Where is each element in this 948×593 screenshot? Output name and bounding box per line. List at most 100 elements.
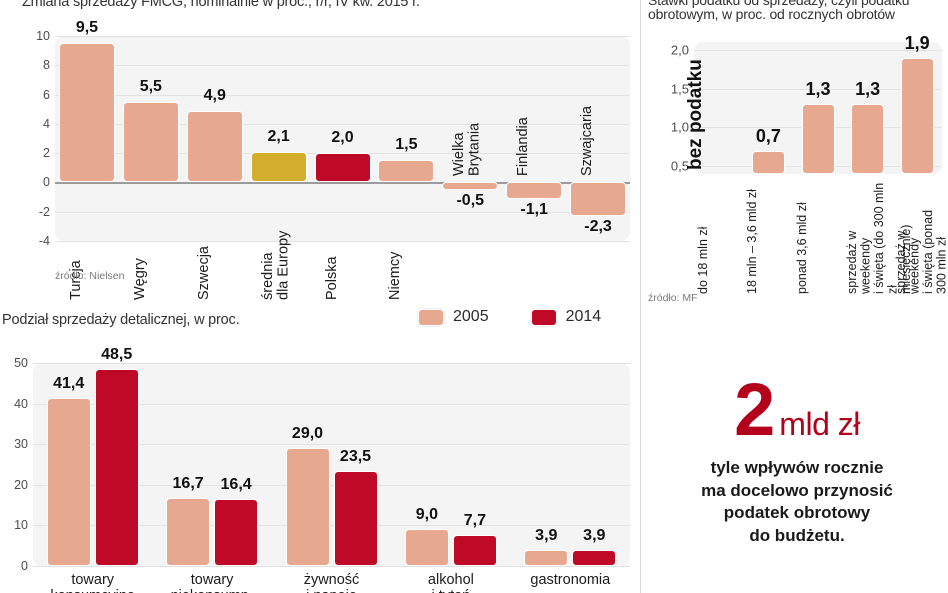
category-label: gastronomia: [530, 572, 611, 588]
bar-value-label: -1,1: [520, 200, 548, 218]
y-axis-tick: 2,0: [670, 42, 689, 58]
bar: [751, 150, 785, 174]
bar-value-label: 9,0: [415, 506, 439, 524]
top-chart-title: Zmiana sprzedaży FMCG, nominalnie w proc…: [22, 0, 420, 10]
legend-item-2014: 2014: [530, 308, 602, 326]
bar: [900, 57, 934, 174]
bar: [333, 470, 378, 566]
gridline: [694, 88, 942, 90]
y-axis-tick: 50: [14, 356, 28, 370]
category-label: Szwajcaria: [579, 106, 596, 177]
y-axis-tick: 1,0: [670, 119, 689, 135]
bar-value-label: 5,5: [139, 77, 162, 95]
gridline: [55, 211, 630, 213]
left-column: Zmiana sprzedaży FMCG, nominalnie w proc…: [2, 0, 630, 593]
top-chart-source: źródło: Nielsen: [55, 270, 125, 282]
gridline: [55, 36, 630, 37]
bar: [404, 529, 449, 566]
category-label: średnia dla Europy: [259, 231, 292, 301]
bar-value-label: 41,4: [53, 374, 85, 392]
bar: [442, 182, 499, 190]
bar-value-label: 48,5: [101, 346, 133, 364]
gridline: [694, 49, 942, 51]
gridline: [33, 363, 630, 364]
gridline: [55, 94, 630, 96]
bar: [214, 499, 259, 566]
category-label: Szwecja: [195, 246, 212, 301]
bar-value-label: 1,5: [395, 136, 418, 154]
stat-unit: mld zł: [779, 406, 860, 442]
category-label: alkohol i tytoń: [427, 572, 474, 593]
bar-value-label: 1,3: [805, 79, 831, 100]
legend-item-2005: 2005: [418, 308, 489, 326]
sales-tax-rates-chart: 2,0 1,5 1,0 0,5 do 18 mln zł 0,7 18 mln – 3,6 …: [671, 33, 948, 294]
zero-line: [55, 182, 630, 184]
y-axis-tick: 1,5: [670, 81, 689, 97]
bar-value-label: -0,5: [456, 191, 485, 209]
gridline: [33, 403, 630, 405]
bar-value-label: 2,0: [331, 129, 354, 147]
bar: [570, 182, 627, 217]
category-label: Wielka Brytania: [451, 123, 483, 177]
right-column: Stawki podatku od sprzedaży, czyli podat…: [646, 0, 948, 593]
bar-value-label: 1,9: [904, 32, 930, 53]
bar: [94, 369, 139, 566]
category-label: Finlandia: [515, 117, 532, 177]
y-axis-tick: 6: [43, 87, 50, 102]
stat-description: tyle wpływów rocznie ma docelowo przynos…: [701, 458, 893, 545]
bar: [378, 160, 435, 183]
y-axis-tick: 10: [14, 518, 28, 533]
bar: [801, 104, 835, 174]
category-label: sprzedaż w weekendy i święta (ponad 300 …: [894, 209, 948, 294]
stat-block: 2 mld zł tyle wpływów rocznie ma docelow…: [646, 368, 948, 547]
bar: [58, 43, 115, 183]
bar: [572, 550, 617, 566]
gridline: [33, 525, 630, 527]
y-axis-tick: 10: [36, 29, 50, 43]
bar-value-label: 9,5: [75, 19, 99, 37]
category-label: do 18 mln zł: [695, 226, 710, 294]
legend-label-2014: 2014: [565, 308, 602, 325]
right-chart-title-line2: obrotowym, w proc. od rocznych obrotów: [648, 6, 895, 22]
bar-value-label: 2,1: [267, 127, 290, 145]
gridline: [55, 241, 630, 242]
bar: [506, 182, 563, 199]
right-chart-source: źródło: MF: [648, 292, 698, 304]
category-label: Turcja: [67, 260, 84, 301]
y-axis-tick: 0: [21, 559, 28, 573]
gridline: [33, 566, 630, 567]
category-label: Węgry: [131, 258, 148, 301]
bar: [122, 101, 179, 183]
legend-label-2005: 2005: [453, 308, 489, 325]
category-label: Polska: [323, 256, 340, 301]
bar-value-label: 23,5: [339, 447, 372, 465]
category-label: żywność i napoje: [303, 572, 360, 593]
bar-value-label: 16,4: [220, 476, 252, 494]
y-axis-tick: 40: [14, 396, 28, 411]
category-label: 18 mln – 3,6 mld zł: [745, 189, 760, 294]
category-label: Niemcy: [387, 252, 404, 301]
bottom-chart-legend: 2005 2014: [418, 308, 601, 326]
category-label: ponad 3,6 mld zł: [795, 202, 809, 294]
y-axis-tick: 0,5: [670, 158, 689, 174]
y-axis-tick: -4: [38, 234, 50, 248]
right-chart-title-line1: Stawki podatku od sprzedaży, czyli podat…: [648, 0, 910, 8]
gridline: [33, 444, 630, 446]
bar-value-label: 29,0: [291, 425, 324, 443]
stat-number: 2: [734, 368, 775, 451]
bar-value-label: 3,9: [583, 527, 606, 545]
bar-value-label: 1,3: [855, 79, 881, 100]
y-axis-tick: 30: [14, 437, 28, 452]
y-axis-tick: 8: [43, 58, 50, 73]
bar: [524, 550, 569, 566]
bar-value-label: 0,7: [755, 125, 781, 146]
legend-swatch-2005: [418, 308, 444, 326]
retail-split-chart: 50 40 30 20 10 0 41,4 48,5 towary konsumcyjne 16,…: [14, 346, 630, 593]
column-divider: [640, 0, 641, 593]
bottom-chart-title: Podział sprzedaży detalicznej, w proc.: [2, 312, 240, 328]
bar: [46, 397, 91, 566]
bar: [452, 534, 497, 566]
fmcg-change-chart: 10 8 6 4 2 0 -2 -4 9,5 Turcja 5,5 Węgry 4,9 Szwecja 2,…: [36, 19, 630, 300]
bar: [250, 151, 307, 183]
